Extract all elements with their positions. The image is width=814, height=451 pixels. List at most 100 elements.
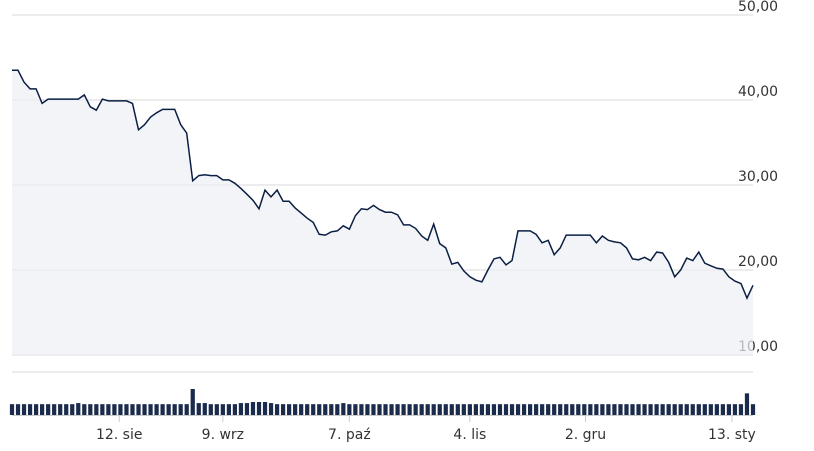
volume-bar [491,404,497,415]
volume-bar [449,404,454,415]
volume-bar [443,404,448,415]
x-tick-label: 2. gru [565,427,606,443]
volume-bar [473,404,478,415]
area-fill [12,70,753,356]
volume-bar [70,404,75,415]
volume-bar [714,404,719,415]
volume-bar [184,404,189,415]
volume-bar [726,404,732,415]
volume-bar [660,404,665,415]
volume-bar [9,404,15,415]
x-tick-label: 7. paź [328,427,371,443]
volume-bar [642,404,647,415]
volume-bar [172,404,177,415]
volume-bar [280,404,286,415]
volume-bar [672,404,677,415]
volume-bar [461,404,466,415]
volume-bar [455,404,460,415]
volume-bar [678,404,683,415]
volume-bar [58,404,63,415]
volume-bar [335,404,340,415]
y-tick-label: 20,00 [738,254,778,270]
volume-bar [323,404,328,415]
volume-bar [250,402,256,415]
volume-bar [467,404,472,415]
volume-bar [738,404,744,415]
volume-bar [720,404,725,415]
volume-bar [21,404,27,415]
volume-bar [744,393,750,415]
y-tick-label: 40,00 [738,84,778,100]
volume-bar [353,404,358,415]
volume-bar [154,404,159,415]
volume-bar [214,404,219,415]
volume-bar [654,404,659,415]
volume-bar [347,404,352,415]
volume-bar [540,404,545,415]
volume-bar [534,404,539,415]
volume-bar [600,404,605,415]
volume-bar [287,404,292,415]
x-tick-label: 9. wrz [202,427,244,443]
volume-bar [690,404,695,415]
volume-bar [220,404,225,415]
price-line [12,69,754,300]
volume-bar [521,404,527,415]
volume-bar [666,404,671,415]
volume-bar [118,404,123,415]
volume-bar [359,404,364,415]
volume-bar [130,404,135,415]
volume-bar [684,404,689,415]
volume-bar [106,404,111,415]
volume-bar [317,404,322,415]
volume-bar [166,404,171,415]
volume-bar [341,403,346,415]
volume-bar [15,404,21,415]
volume-bar [497,404,503,415]
volume-bar [268,403,274,415]
volume-bar [100,404,105,415]
volume-bar [112,404,117,415]
volume-bar [142,404,147,415]
volume-bar [299,404,304,415]
x-tick-label: 4. lis [453,427,486,443]
volume-bar [160,404,165,415]
volume-bar [576,404,581,415]
volume-bar [618,404,623,415]
volume-bar [293,404,298,415]
volume-bar [82,404,87,415]
volume-bar [485,404,491,415]
volume-bar [425,404,430,415]
volume-bar [33,404,39,415]
volume-bar [624,404,629,415]
volume-bar [76,403,81,415]
volume-bar [136,404,141,415]
volume-bar [190,389,195,415]
volume-bar [732,404,738,415]
volume-bar [148,404,153,415]
volume-bar [564,404,569,415]
volume-bar [612,404,617,415]
volume-bar [606,404,611,415]
volume-bar [419,404,424,415]
volume-bar [389,404,394,415]
volume-bar [232,404,238,415]
volume-bar [582,404,587,415]
volume-bar [552,404,557,415]
volume-bar [52,404,57,415]
volume-bar [696,404,701,415]
volume-bar [383,404,388,415]
volume-bar [431,404,436,415]
volume-bar [371,404,376,415]
volume-bar [226,404,231,415]
volume-bar [124,404,129,415]
volume-bar [46,404,51,415]
volume-bar [88,404,93,415]
y-tick-label: 30,00 [738,169,778,185]
volume-bar [208,404,213,415]
volume-bar [630,404,635,415]
volume-bar [503,404,509,415]
volume-bar [515,404,521,415]
volume-bar [401,404,406,415]
volume-bar [202,403,207,415]
